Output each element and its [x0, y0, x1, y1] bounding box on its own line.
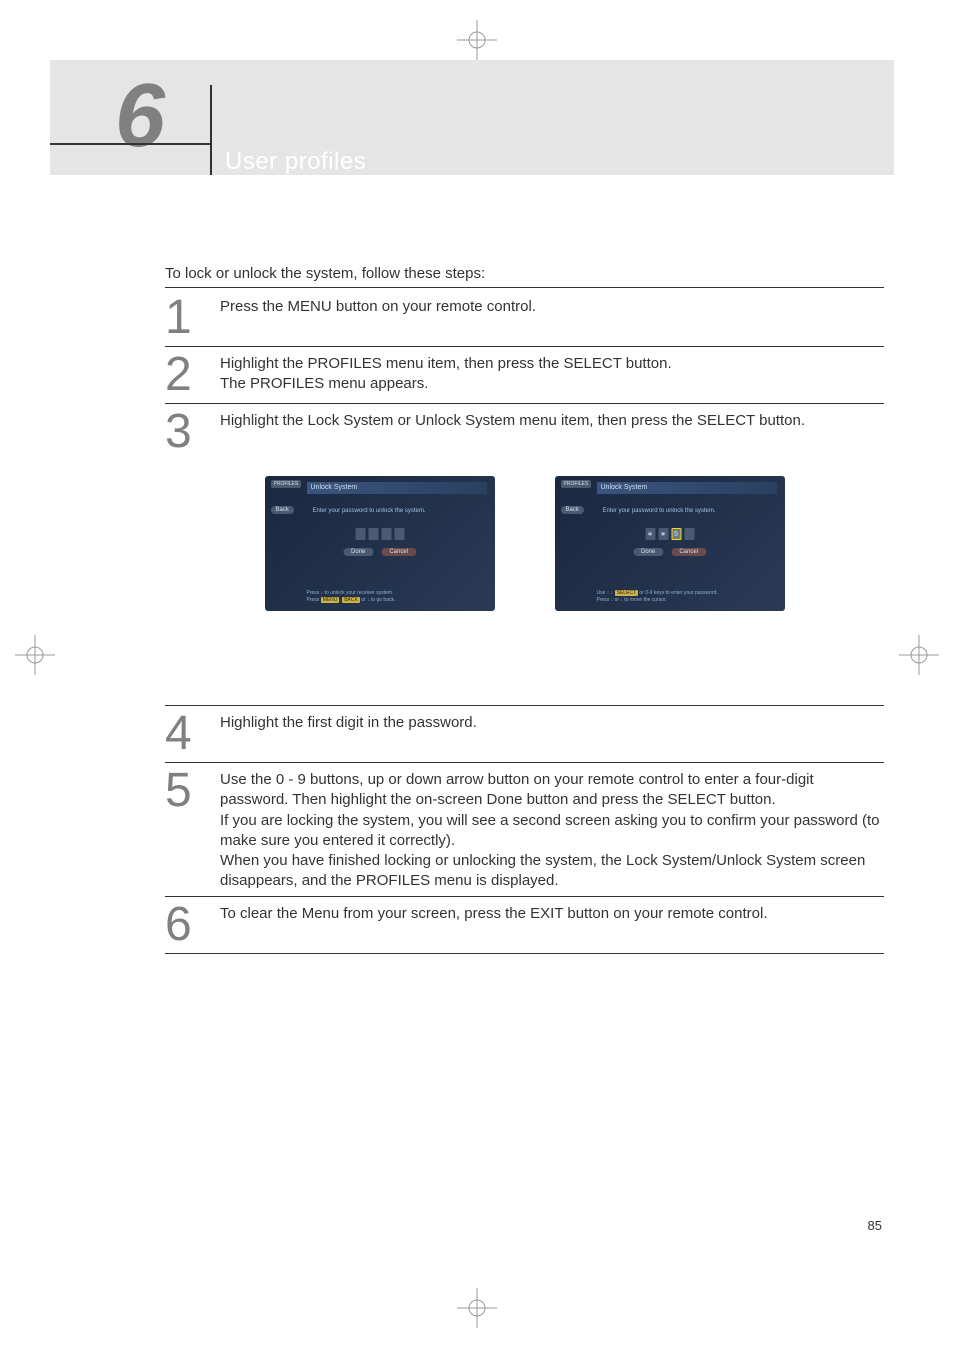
tv-digit: ∗	[658, 528, 668, 540]
step-3: 3 Highlight the Lock System or Unlock Sy…	[165, 404, 884, 706]
step-number: 4	[165, 710, 220, 758]
step-6: 6 To clear the Menu from your screen, pr…	[165, 897, 884, 954]
tv-hint: Press ↓ to unlock your receiver system. …	[307, 590, 396, 603]
step-text: Highlight the first digit in the passwor…	[220, 710, 477, 758]
registration-mark-top	[457, 20, 497, 60]
step-number: 6	[165, 901, 220, 949]
tv-prompt: Enter your password to unlock the system…	[313, 508, 426, 514]
tv-done-button: Done	[633, 548, 663, 556]
tv-profiles-badge: PROFILES	[271, 480, 302, 488]
tv-back-button: Back	[561, 506, 584, 514]
step-number: 1	[165, 294, 220, 342]
step-1: 1 Press the MENU button on your remote c…	[165, 290, 884, 347]
tv-hint-pre: Press	[307, 597, 321, 603]
tv-done-button: Done	[343, 548, 373, 556]
tv-hint-line1: Press ↓ to unlock your receiver system.	[307, 590, 394, 596]
step-5: 5 Use the 0 - 9 buttons, up or down arro…	[165, 763, 884, 897]
tv-cancel-button: Cancel	[671, 548, 706, 556]
tv-profiles-badge: PROFILES	[561, 480, 592, 488]
tv-hint-box2: BACK	[342, 597, 360, 603]
step-text: To clear the Menu from your screen, pres…	[220, 901, 768, 949]
tv-digits-row: ∗ ∗ 5	[645, 528, 694, 540]
registration-mark-bottom	[457, 1288, 497, 1328]
tv-hint-post: or ↓ to go back.	[360, 597, 396, 603]
content-area: To lock or unlock the system, follow the…	[165, 265, 884, 954]
tv-title-bar: Unlock System	[307, 482, 487, 494]
step-number: 5	[165, 767, 220, 892]
tv-digits-row	[355, 528, 404, 540]
tv-hint-box: SELECT	[615, 590, 638, 596]
step-4: 4 Highlight the first digit in the passw…	[165, 706, 884, 763]
step-text: Highlight the Lock System or Unlock Syst…	[220, 408, 805, 456]
tv-digit	[381, 528, 391, 540]
step-text: Highlight the PROFILES menu item, then p…	[220, 351, 672, 399]
tv-digit: ∗	[645, 528, 655, 540]
tv-hint-box: MENU	[321, 597, 340, 603]
step-2: 2 Highlight the PROFILES menu item, then…	[165, 347, 884, 404]
step-number: 3	[165, 408, 220, 456]
tv-hint-line2: Press ↓ or ↓ to move the cursor.	[597, 597, 667, 603]
tv-title-bar: Unlock System	[597, 482, 777, 494]
screenshots-row: PROFILES Unlock System Back Enter your p…	[165, 456, 884, 701]
tv-hint-post: or 0-9 keys to enter your password.	[638, 590, 718, 596]
tv-buttons-row: Done Cancel	[343, 548, 416, 556]
tv-digit	[684, 528, 694, 540]
tv-prompt: Enter your password to unlock the system…	[603, 508, 716, 514]
step-number: 2	[165, 351, 220, 399]
tv-buttons-row: Done Cancel	[633, 548, 706, 556]
page-number: 85	[868, 1218, 882, 1233]
tv-back-button: Back	[271, 506, 294, 514]
step-text: Use the 0 - 9 buttons, up or down arrow …	[220, 767, 884, 892]
tv-digit	[355, 528, 365, 540]
tv-digit	[394, 528, 404, 540]
vertical-divider	[210, 85, 212, 175]
chapter-number: 6	[115, 65, 165, 168]
tv-screen-right: PROFILES Unlock System Back Enter your p…	[555, 476, 785, 611]
horizontal-divider	[50, 143, 210, 145]
tv-hint: Use ↑ ↓ SELECT or 0-9 keys to enter your…	[597, 590, 718, 603]
step-text: Press the MENU button on your remote con…	[220, 294, 536, 342]
tv-digit-highlighted: 5	[671, 528, 681, 540]
tv-screen-left: PROFILES Unlock System Back Enter your p…	[265, 476, 495, 611]
intro-text: To lock or unlock the system, follow the…	[165, 265, 884, 288]
header-bar	[50, 60, 894, 175]
registration-mark-right	[899, 635, 939, 675]
registration-mark-left	[15, 635, 55, 675]
tv-digit	[368, 528, 378, 540]
section-title: User profiles	[225, 148, 366, 176]
tv-cancel-button: Cancel	[381, 548, 416, 556]
tv-hint-pre: Use ↑ ↓	[597, 590, 615, 596]
